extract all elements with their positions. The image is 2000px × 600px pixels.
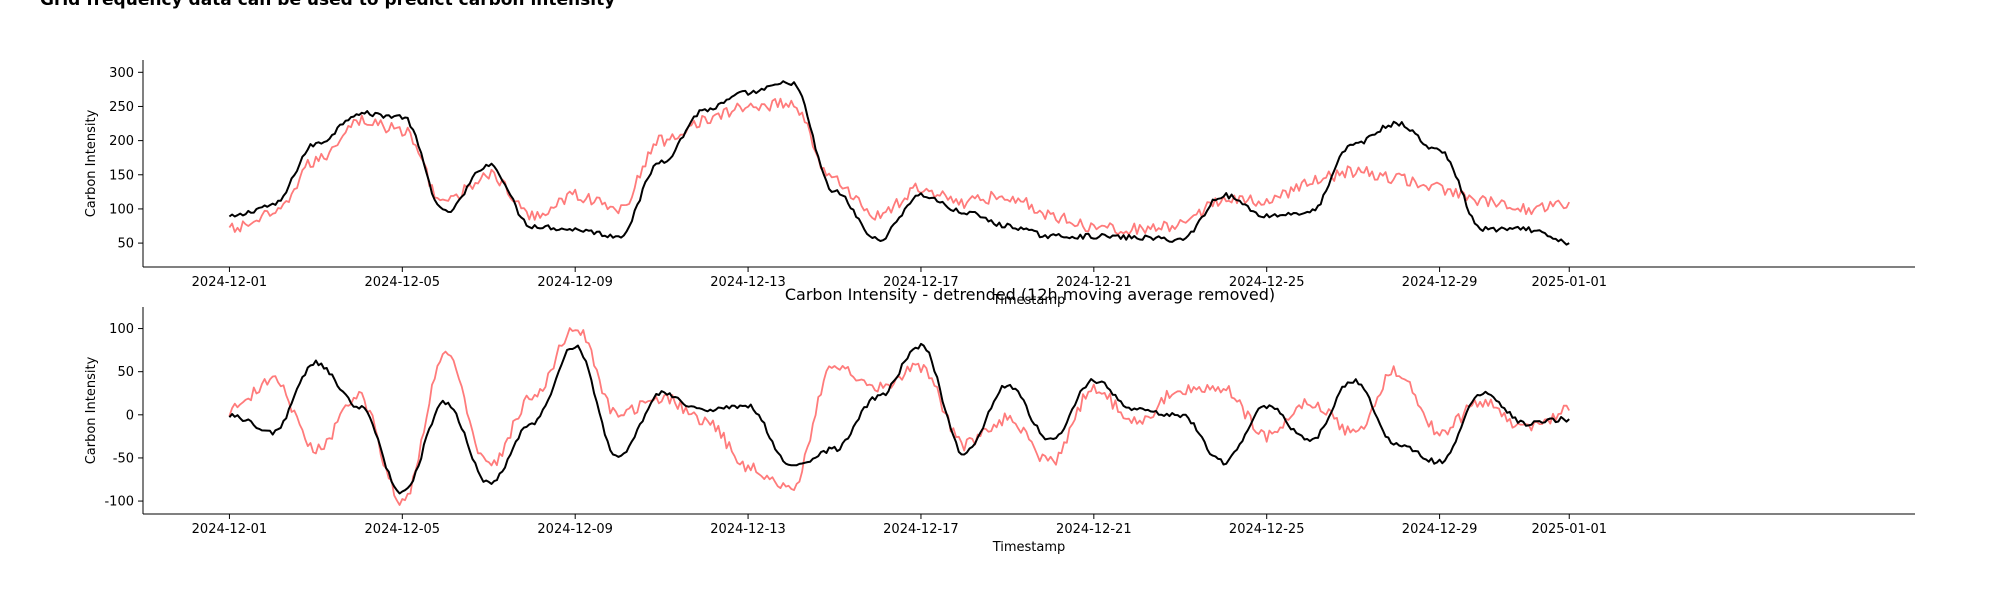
y-axis-label: Carbon Intensity	[84, 356, 99, 464]
series-line-black	[228, 80, 1570, 246]
x-tick-label: 2025-01-01	[1531, 275, 1607, 290]
series-line-red	[228, 327, 1570, 506]
y-tick-label: -100	[104, 495, 134, 510]
x-axis-label: Timestamp	[992, 293, 1066, 308]
x-tick-label: 2024-12-09	[537, 275, 613, 290]
bottom-panel-detrended: 2024-12-01 2024-12-05 2024-12-09 2024-12-13…	[84, 285, 1915, 555]
x-tick-label: 2024-12-25	[1229, 275, 1305, 290]
x-tick-label: 2024-12-01	[192, 275, 268, 290]
y-tick-label: 200	[109, 134, 134, 149]
y-tick-label: 50	[117, 365, 134, 380]
x-tick-label: 2024-12-05	[365, 522, 441, 537]
x-tick-label: 2024-12-05	[365, 275, 441, 290]
y-tick-label: 250	[109, 100, 134, 115]
y-axis-label: Carbon Intensity	[84, 109, 99, 217]
x-tick-label: 2024-12-25	[1229, 522, 1305, 537]
series-line-red	[228, 97, 1571, 236]
x-tick-label: 2024-12-21	[1056, 522, 1132, 537]
series-line-black	[228, 342, 1570, 495]
y-tick-label: 100	[109, 322, 134, 337]
y-tick-label: 300	[109, 66, 134, 81]
panel-title: Carbon Intensity - detrended (12h moving…	[785, 285, 1275, 304]
x-tick-label: 2025-01-01	[1531, 522, 1607, 537]
x-tick-label: 2024-12-13	[710, 522, 786, 537]
x-axis-label: Timestamp	[992, 540, 1066, 555]
x-tick-label: 2024-12-29	[1402, 522, 1478, 537]
x-tick-label: 2024-12-29	[1402, 275, 1478, 290]
x-tick-label: 2024-12-21	[1056, 275, 1132, 290]
x-tick-label: 2024-12-13	[710, 275, 786, 290]
x-tick-label: 2024-12-17	[883, 275, 959, 290]
y-tick-label: 100	[109, 202, 134, 217]
y-tick-label: 150	[109, 168, 134, 183]
figure-suptitle: Grid frequency data can be used to predi…	[40, 0, 616, 10]
y-tick-label: 0	[126, 408, 134, 423]
x-tick-label: 2024-12-17	[883, 522, 959, 537]
y-tick-label: 50	[117, 237, 134, 252]
top-panel-carbon-intensity: 2024-12-01 2024-12-05 2024-12-09 2024-12-13…	[84, 60, 1915, 308]
x-tick-label: 2024-12-01	[192, 522, 268, 537]
y-tick-label: -50	[113, 451, 134, 466]
x-tick-label: 2024-12-09	[537, 522, 613, 537]
